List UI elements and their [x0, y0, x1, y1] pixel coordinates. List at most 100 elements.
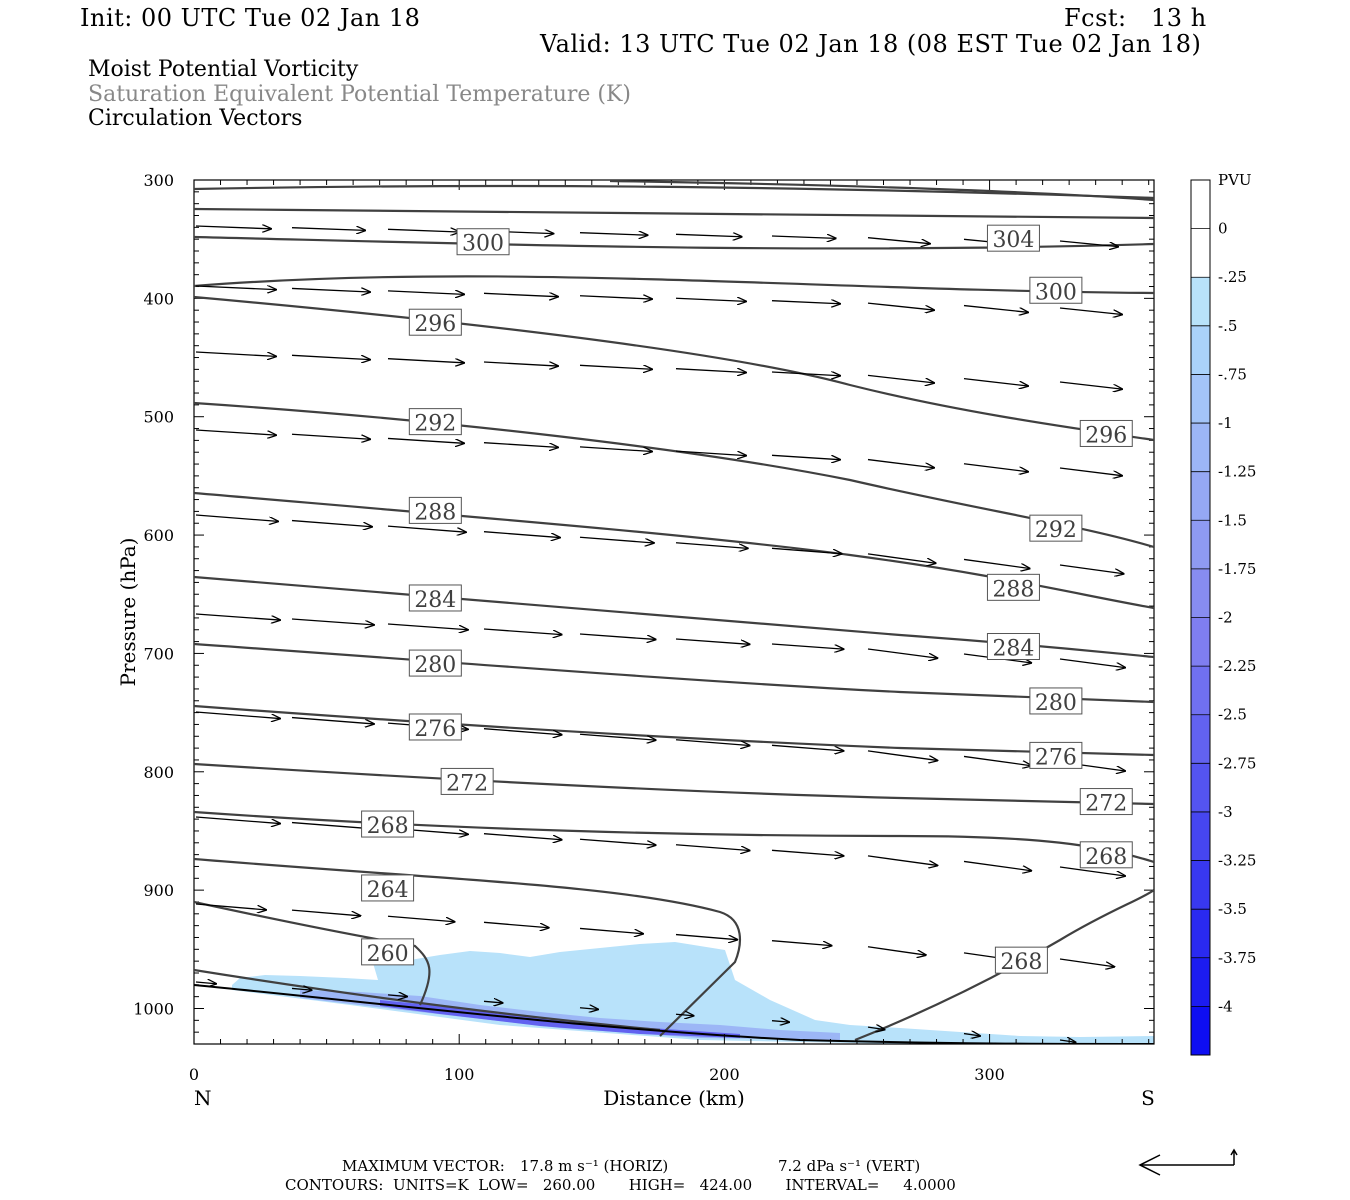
vector-arrow	[675, 1014, 694, 1016]
contour-label: 260	[367, 942, 409, 967]
colorbar-label: 0	[1218, 220, 1228, 238]
contour-label-box	[994, 946, 1048, 974]
y-tick-label: 1000	[133, 999, 174, 1018]
contour-labels: 304 300 300 296 296 292 292 288 288 284 284 280 280 2…	[361, 224, 1133, 975]
contour-label: 292	[414, 412, 456, 437]
contour-label-box	[1079, 841, 1133, 869]
max-vector-label: MAXIMUM VECTOR:	[342, 1157, 505, 1175]
contour-line	[194, 857, 741, 1037]
colorbar-swatch	[1191, 471, 1210, 521]
vector-arrow	[291, 716, 374, 724]
vector-arrow	[867, 855, 937, 866]
contour-line	[194, 207, 1154, 220]
y-tick-label: 600	[143, 526, 174, 545]
vector-arrow	[195, 903, 266, 910]
vector-arrow	[579, 1008, 598, 1010]
contour-label-box	[408, 649, 462, 677]
vector-arrow	[675, 298, 746, 301]
contour-line	[194, 184, 1154, 200]
vector-arrow	[195, 429, 276, 435]
vector-arrow	[579, 927, 643, 933]
vector-arrow	[1059, 564, 1124, 574]
contour-label-box	[408, 496, 462, 524]
vector-arrow	[1059, 240, 1118, 247]
vector-arrow	[195, 351, 276, 356]
vector-arrow	[387, 525, 466, 532]
vector-arrow	[867, 302, 934, 310]
contour-info: CONTOURS: UNITS=K LOW= 260.00 HIGH= 424.…	[285, 1176, 956, 1194]
y-tick-label: 500	[143, 408, 174, 427]
vector-arrow	[771, 454, 840, 459]
vector-arrow	[675, 844, 750, 851]
vector-arrow	[867, 374, 934, 383]
vector-arrow	[195, 982, 216, 984]
colorbar-label: -1.5	[1218, 511, 1247, 529]
vector-arrow	[579, 838, 656, 845]
vector-arrow	[291, 821, 374, 829]
vector-arrow	[291, 519, 372, 527]
colorbar-label: -1	[1218, 414, 1233, 432]
colorbar-label: -2.5	[1218, 706, 1247, 724]
colorbar-label: -4	[1218, 997, 1233, 1015]
vector-arrow	[675, 638, 750, 644]
colorbar-swatch	[1191, 325, 1210, 375]
vector-arrow	[867, 750, 937, 761]
colorbar-label: -3.25	[1218, 852, 1256, 870]
vector-arrow	[291, 228, 365, 231]
field-title-pv: Moist Potential Vorticity	[88, 57, 359, 82]
colorbar-swatch	[1191, 423, 1210, 473]
y-tick-label: 900	[143, 881, 174, 900]
vector-arrow	[483, 728, 562, 735]
vector-arrow	[483, 628, 562, 635]
contour-label: 280	[1035, 691, 1077, 716]
vector-arrow	[1059, 467, 1122, 476]
vector-arrow	[387, 437, 464, 443]
contour-label-box	[408, 713, 462, 741]
contour-label-box	[1079, 788, 1133, 816]
colorbar-label: -2.75	[1218, 754, 1256, 772]
vector-arrow	[771, 236, 836, 238]
vector-arrow	[771, 940, 832, 946]
vector-arrow	[387, 623, 468, 630]
contour-label: 272	[1085, 792, 1127, 817]
contour-label-box	[408, 408, 462, 436]
vector-arrow	[291, 618, 374, 625]
vector-arrow	[195, 613, 280, 620]
x-end-label-north: N	[194, 1086, 212, 1110]
contour-label: 300	[1035, 280, 1077, 305]
y-tick-label: 800	[143, 763, 174, 782]
colorbar-label: -3.75	[1218, 949, 1256, 967]
forecast-hour: Fcst: 13 h	[1064, 4, 1207, 32]
contour-line	[194, 575, 1154, 659]
pv-mid-band	[300, 990, 840, 1040]
max-vector-horiz: 17.8 m s⁻¹ (HORIZ)	[520, 1157, 669, 1175]
colorbar-swatch	[1191, 374, 1210, 424]
colorbar-label: -2.25	[1218, 657, 1256, 675]
contour-label: 300	[462, 232, 504, 257]
vector-arrow	[483, 361, 558, 366]
colorbar-label: -.5	[1218, 317, 1237, 335]
colorbar-swatch	[1191, 860, 1210, 910]
vector-arrow	[675, 739, 750, 746]
colorbar-swatch	[1191, 617, 1210, 667]
colorbar-swatch	[1191, 666, 1210, 716]
vector-arrow	[1059, 307, 1122, 315]
x-tick-label: 200	[709, 1065, 740, 1084]
circulation-vectors	[195, 226, 1125, 1042]
vector-arrow	[1059, 1040, 1076, 1042]
colorbar-swatch	[1191, 228, 1210, 278]
contour-label: 268	[1000, 950, 1042, 975]
colorbar-label: -2	[1218, 609, 1233, 627]
vector-arrow	[195, 286, 276, 290]
colorbar-label: -1.25	[1218, 463, 1256, 481]
contour-label: 296	[1085, 423, 1127, 448]
field-title-theta: Saturation Equivalent Potential Temperat…	[88, 82, 631, 107]
reference-vector-icon	[1138, 1148, 1238, 1176]
vector-arrow	[771, 849, 843, 856]
vector-arrow	[771, 547, 842, 553]
terrain-line	[194, 984, 1154, 1044]
vector-arrow	[867, 237, 930, 244]
vector-arrow	[291, 909, 360, 916]
vector-arrow	[963, 378, 1028, 386]
